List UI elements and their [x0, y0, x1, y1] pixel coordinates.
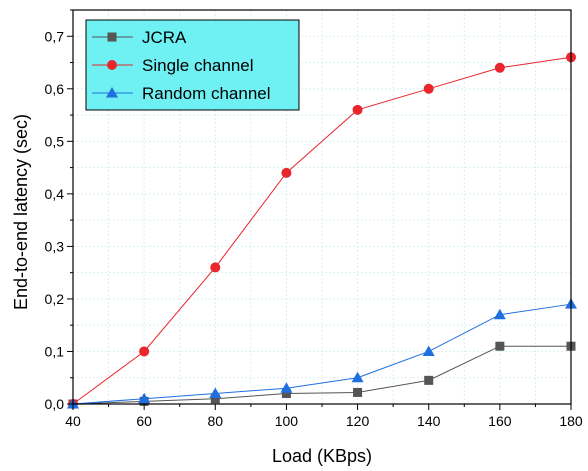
legend-item-single-channel: Single channel	[92, 56, 254, 75]
data-point-single-channel	[494, 62, 505, 73]
legend-label: Random channel	[142, 84, 271, 103]
legend-marker	[107, 60, 117, 70]
data-point-jcra	[281, 388, 291, 398]
series-line-single-channel	[72, 56, 572, 405]
data-point-random-channel	[422, 345, 435, 356]
series-line-jcra	[72, 345, 571, 405]
data-point-single-channel	[139, 346, 150, 357]
data-point-single-channel	[352, 104, 363, 115]
x-tick-label: 80	[207, 413, 223, 429]
x-axis-title: Load (KBps)	[272, 446, 372, 466]
legend-item-random-channel: Random channel	[92, 84, 271, 103]
data-point-single-channel	[423, 83, 434, 94]
y-axis-title: End-to-end latency (sec)	[11, 114, 31, 310]
x-tick-label: 100	[275, 413, 299, 429]
data-point-jcra	[495, 341, 505, 351]
y-tick-label: 0,5	[45, 133, 65, 149]
y-tick-label: 0,7	[45, 28, 65, 44]
x-tick-label: 180	[559, 413, 583, 429]
data-point-random-channel	[280, 382, 293, 393]
data-point-random-channel	[209, 387, 222, 398]
y-tick-label: 0,4	[45, 186, 65, 202]
y-tick-label: 0,3	[45, 238, 65, 254]
axes-layer: 40 60 80 100 120 140 160 180 0,0 0,1 0,2 0,3 0,4 0,5 0…	[45, 9, 583, 429]
x-tick-label: 120	[346, 413, 370, 429]
data-point-single-channel	[281, 167, 292, 178]
legend-label: JCRA	[142, 28, 187, 47]
legend-item-jcra: JCRA	[92, 28, 187, 47]
data-point-jcra	[210, 394, 220, 404]
legend-marker	[106, 87, 118, 98]
x-tick-label: 160	[488, 413, 512, 429]
y-tick-label: 0,1	[45, 343, 65, 359]
y-tick-label: 0,6	[45, 81, 65, 97]
legend-label: Single channel	[142, 56, 254, 75]
series-random-channel	[67, 298, 577, 409]
data-point-jcra	[424, 375, 434, 385]
x-tick-label: 140	[417, 413, 441, 429]
data-point-random-channel	[493, 308, 506, 320]
y-tick-label: 0,2	[45, 291, 65, 307]
series-line-random-channel	[72, 303, 572, 405]
x-tick-label: 60	[136, 413, 152, 429]
legend: JCRA Single channel Random channel	[85, 19, 300, 111]
data-point-random-channel	[351, 371, 364, 383]
y-tick-label: 0,0	[45, 396, 65, 412]
x-tick-label: 40	[65, 413, 81, 429]
legend-marker	[107, 32, 117, 42]
data-point-single-channel	[210, 262, 221, 273]
data-point-random-channel	[138, 392, 151, 404]
series-layer	[67, 52, 577, 409]
data-point-jcra	[353, 387, 363, 397]
